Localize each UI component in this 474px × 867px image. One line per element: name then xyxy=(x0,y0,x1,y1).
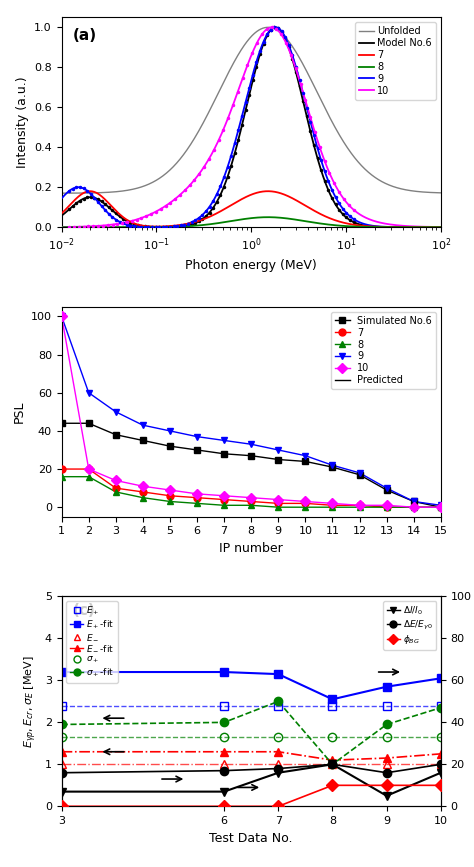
X-axis label: Photon energy (MeV): Photon energy (MeV) xyxy=(185,259,317,272)
Text: (c): (c) xyxy=(73,603,96,618)
Text: (a): (a) xyxy=(73,28,97,42)
Legend: Simulated No.6, 7, 8, 9, 10, Predicted: Simulated No.6, 7, 8, 9, 10, Predicted xyxy=(331,312,436,389)
Y-axis label: $E_{\gamma p}, E_{cr}, \sigma_E$ [MeV]: $E_{\gamma p}, E_{cr}, \sigma_E$ [MeV] xyxy=(23,655,39,747)
Y-axis label: PSL: PSL xyxy=(12,401,25,423)
Y-axis label: Intensity (a.u.): Intensity (a.u.) xyxy=(16,76,28,168)
X-axis label: Test Data No.: Test Data No. xyxy=(210,831,293,844)
Legend: Unfolded, Model No.6, 7, 8, 9, 10: Unfolded, Model No.6, 7, 8, 9, 10 xyxy=(355,23,436,100)
X-axis label: IP number: IP number xyxy=(219,542,283,555)
Legend: $\Delta I/I_0$, $\Delta E/E_{\gamma 0}$, $\phi_{BG}$: $\Delta I/I_0$, $\Delta E/E_{\gamma 0}$,… xyxy=(383,601,436,649)
